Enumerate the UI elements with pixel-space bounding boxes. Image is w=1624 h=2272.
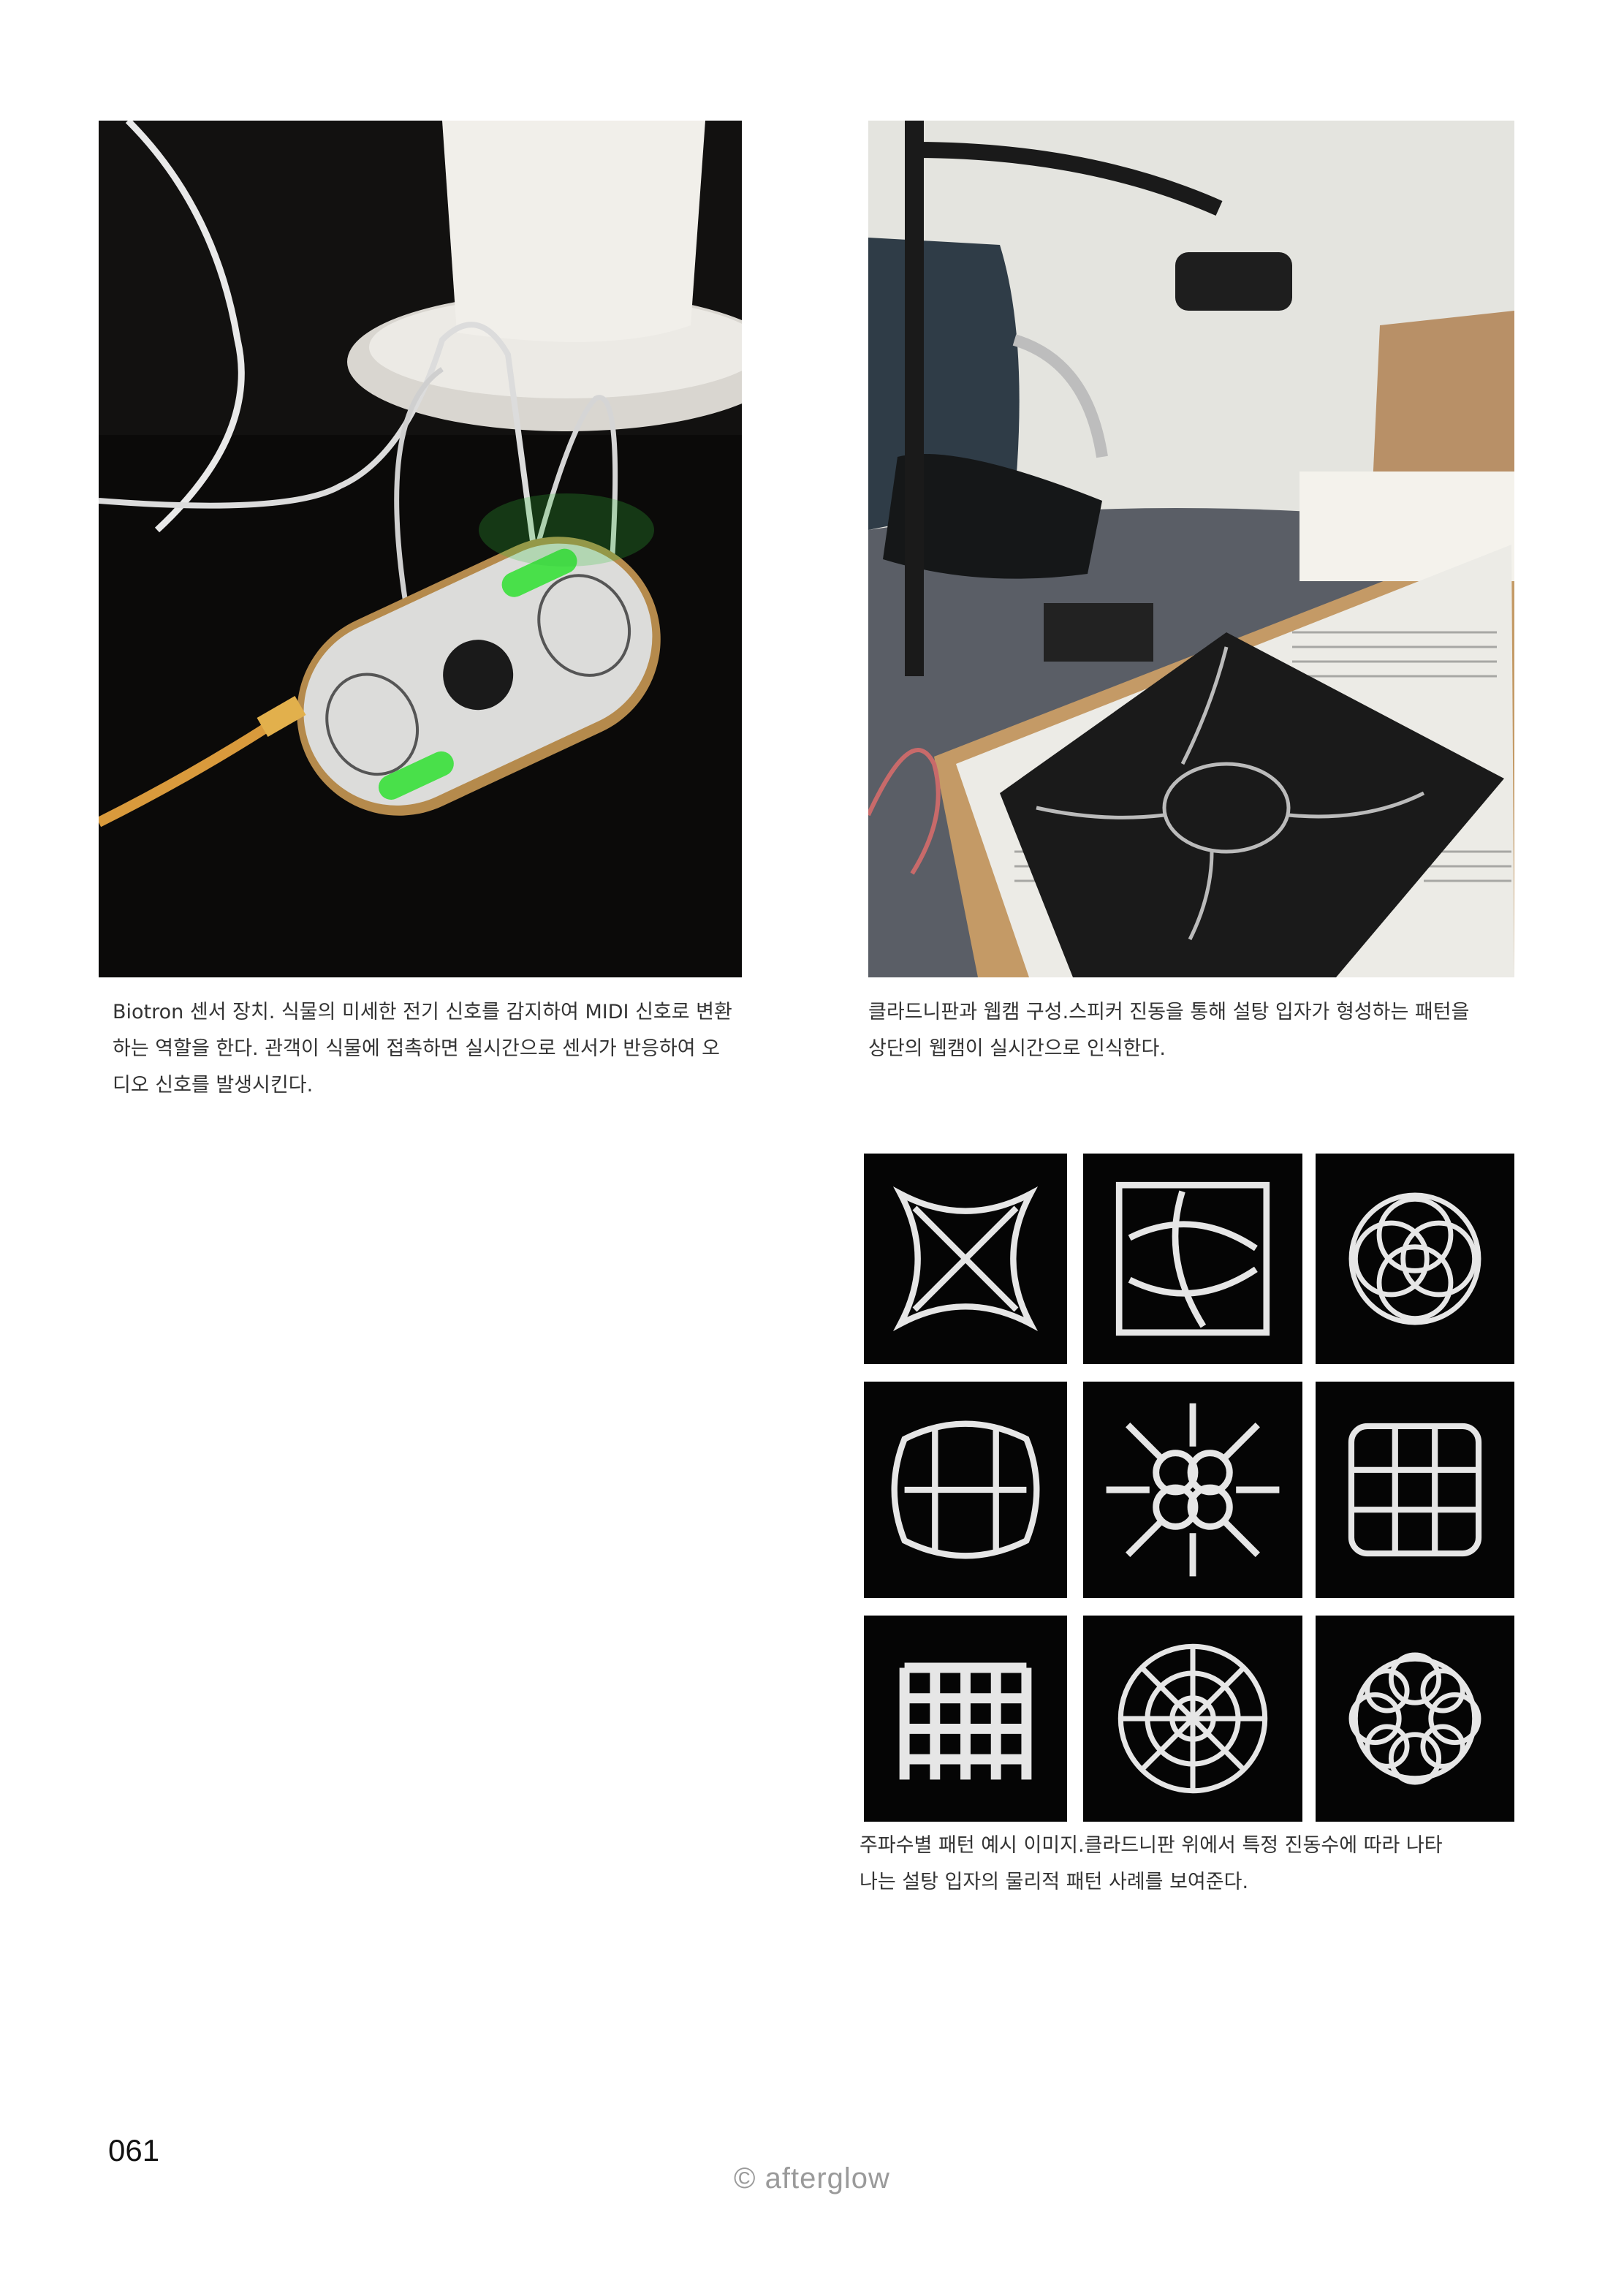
pattern-tile-4 xyxy=(864,1382,1067,1598)
chladni-pattern-grid xyxy=(864,1151,1514,1822)
page-number: 061 xyxy=(108,2133,160,2167)
chladni-setup-photo xyxy=(868,121,1514,977)
pattern-tile-6 xyxy=(1316,1382,1514,1598)
pattern-tile-9 xyxy=(1316,1616,1514,1822)
pattern-tile-7 xyxy=(864,1616,1067,1822)
biotron-caption-line-2: 하는 역할을 한다. 관객이 식물에 접촉하면 실시간으로 센서가 반응하여 오 xyxy=(113,1037,721,1060)
chladni-setup-caption-line-2: 상단의 웹캠이 실시간으로 인식한다. xyxy=(868,1037,1166,1060)
pattern-tile-5 xyxy=(1083,1382,1302,1598)
biotron-sensor-photo xyxy=(99,121,742,977)
biotron-caption-line-1: Biotron 센서 장치. 식물의 미세한 전기 신호를 감지하여 MIDI … xyxy=(113,1001,732,1023)
pattern-tile-1 xyxy=(864,1154,1067,1364)
pattern-tile-8 xyxy=(1083,1616,1302,1822)
biotron-caption-line-3: 디오 신호를 발생시킨다. xyxy=(113,1074,314,1097)
chladni-setup-caption-line-1: 클라드니판과 웹캠 구성.스피커 진동을 통해 설탕 입자가 형성하는 패턴을 xyxy=(868,1001,1470,1023)
footer-copyright: © afterglow xyxy=(734,2162,890,2195)
pattern-tile-2 xyxy=(1083,1154,1302,1364)
pattern-tile-3 xyxy=(1316,1154,1514,1364)
patterns-caption-line-2: 나는 설탕 입자의 물리적 패턴 사례를 보여준다. xyxy=(860,1871,1249,1893)
patterns-caption-line-1: 주파수별 패턴 예시 이미지.클라드니판 위에서 특정 진동수에 따라 나타 xyxy=(860,1834,1443,1857)
